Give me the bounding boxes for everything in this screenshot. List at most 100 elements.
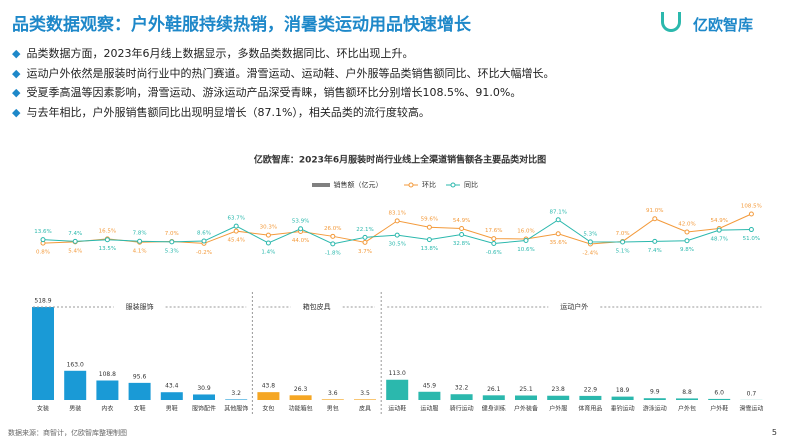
line-marker [169, 239, 175, 245]
x-tick-label: 游泳运动 [643, 405, 667, 413]
line-label: 54.9% [453, 218, 470, 224]
line-label: 1.4% [261, 249, 275, 255]
line-label: 7.4% [68, 231, 82, 237]
bar [225, 399, 248, 400]
legend-marker [450, 182, 456, 188]
legend-label: 同比 [464, 180, 478, 189]
line-label: 26.0% [324, 226, 341, 232]
line-label: 35.6% [549, 240, 566, 246]
line-label: 87.1% [549, 209, 566, 215]
line-label: 3.7% [358, 249, 372, 255]
line-label: 59.6% [421, 217, 438, 223]
slide-title: 品类数据观察：户外鞋服持续热销，消暑类运动用品快速增长 [12, 15, 471, 35]
line-marker [104, 237, 110, 243]
x-tick-label: 女鞋 [134, 405, 146, 413]
line-label: 30.3% [260, 225, 277, 231]
logo-icon [661, 12, 681, 32]
x-tick-label: 功能箱包 [289, 405, 313, 413]
line-label: 8.6% [197, 231, 211, 237]
line [42, 219, 752, 245]
line-marker [330, 233, 336, 239]
bar [386, 379, 409, 400]
x-tick-label: 女包 [262, 405, 274, 413]
x-tick-label: 皮具 [359, 405, 371, 413]
group-label: 箱包皮具 [303, 302, 331, 311]
line-marker [652, 216, 658, 222]
legend-label: 环比 [422, 180, 436, 189]
line-label: 9.8% [680, 247, 694, 253]
bar-label: 25.1 [519, 386, 533, 393]
x-tick-label: 户外包 [678, 405, 696, 413]
bullet: 运动户外依然是服装时尚行业中的热门赛道。滑雪运动、运动鞋、户外服等品类销售额同比… [12, 64, 554, 84]
bar [32, 307, 54, 400]
legend-swatch [312, 183, 330, 187]
bar-label: 30.9 [197, 385, 211, 392]
bar-label: 108.8 [99, 371, 116, 378]
x-tick-label: 男装 [69, 405, 81, 413]
x-tick-label: 内衣 [101, 405, 113, 413]
line-marker [459, 225, 465, 231]
bar [418, 391, 441, 400]
line-label: 5.1% [616, 248, 630, 254]
source: 数据来源：商智计，亿欧智库整理制图 [8, 429, 127, 437]
chart-title: 亿欧智库：2023年6月服装时尚行业线上全渠道销售额各主要品类对比图 [254, 154, 546, 166]
line-marker [491, 241, 497, 247]
line-marker [523, 237, 529, 243]
line-marker [298, 226, 304, 232]
line-marker [362, 234, 368, 240]
line-label: -0.2% [196, 250, 212, 256]
line-marker [748, 211, 754, 217]
line-label: 13.8% [421, 246, 438, 252]
line-label: 108.5% [741, 204, 762, 210]
line-label: 5.4% [68, 248, 82, 254]
line-label: 54.9% [710, 218, 727, 224]
x-tick-label: 骑行运动 [450, 405, 474, 413]
line-label: 7.4% [648, 248, 662, 254]
line-label: 42.0% [678, 221, 695, 227]
line-marker [72, 238, 78, 244]
line-label: 16.5% [99, 228, 116, 234]
line-label: 13.6% [34, 229, 51, 235]
line-marker [394, 218, 400, 224]
line-marker [426, 237, 432, 243]
line-label: 5.3% [583, 231, 597, 237]
group-label: 运动户外 [560, 302, 588, 311]
line-label: 10.6% [517, 247, 534, 253]
page-number: 5 [771, 428, 777, 437]
line-marker [426, 224, 432, 230]
x-tick-label: 体育用品 [578, 405, 602, 413]
bar-label: 163.0 [67, 361, 84, 368]
bar-label: 95.6 [133, 373, 147, 380]
bar-label: 113.0 [389, 370, 406, 377]
x-tick-label: 男包 [327, 405, 339, 413]
line-marker [265, 240, 271, 246]
bar [611, 396, 634, 400]
bar [257, 392, 280, 400]
line-marker [555, 231, 561, 237]
line-label: 32.8% [453, 241, 470, 247]
bullet: 品类数据方面，2023年6月线上数据显示，多数品类数据同比、环比出现上升。 [12, 44, 554, 64]
logo: 亿欧智库 [692, 16, 753, 34]
line-label: 53.9% [292, 218, 309, 224]
line-marker [620, 239, 626, 245]
line-label: -0.6% [486, 250, 502, 256]
x-tick-label: 垂钓运动 [611, 405, 635, 413]
bar [515, 395, 537, 400]
bar-label: 18.9 [616, 387, 630, 394]
bar [708, 398, 731, 400]
line-label: 22.1% [356, 227, 373, 233]
bar-label: 26.3 [294, 386, 308, 393]
line-marker [265, 232, 271, 238]
line-marker [40, 237, 46, 243]
bar-label: 23.8 [552, 386, 566, 393]
x-tick-label: 户外服 [549, 405, 567, 413]
bar [128, 382, 151, 400]
line-marker [716, 227, 722, 233]
line-label: 83.1% [388, 210, 405, 216]
line-marker [362, 239, 368, 245]
line-marker [137, 238, 143, 244]
line-marker [201, 238, 207, 244]
x-tick-label: 户外鞋 [710, 405, 728, 413]
